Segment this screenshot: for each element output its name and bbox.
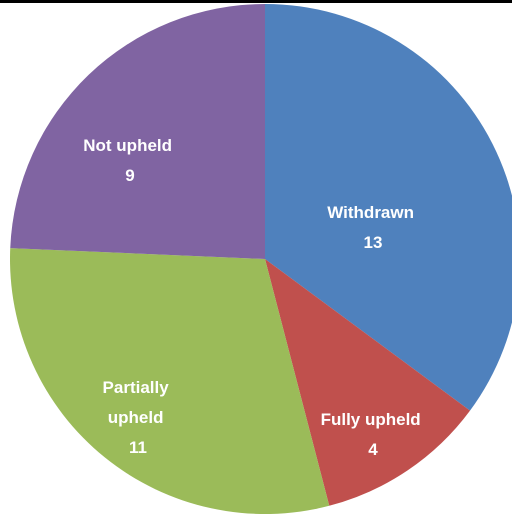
pie-labels: Withdrawn 13 Fully upheld 4 Partially up…: [83, 136, 426, 459]
slice-label-partially-upheld-line-1: Partially: [103, 378, 170, 397]
top-border: [0, 0, 512, 3]
pie-slice-partially-upheld: [10, 248, 330, 514]
slice-value-not-upheld: 9: [125, 166, 134, 185]
slice-label-withdrawn: Withdrawn 13: [327, 203, 418, 252]
slice-label-fully-upheld: Fully upheld 4: [321, 410, 426, 459]
slice-label-withdrawn-line-1: Withdrawn: [327, 203, 414, 222]
slice-label-not-upheld-line-1: Not upheld: [83, 136, 172, 155]
pie-slice-fully-upheld: [265, 259, 471, 506]
slice-label-fully-upheld-line-1: Fully upheld: [321, 410, 421, 429]
slice-label-not-upheld: Not upheld 9: [83, 136, 177, 185]
slice-value-withdrawn: 13: [364, 233, 383, 252]
slice-value-partially-upheld: 11: [129, 438, 147, 457]
pie-slices: [10, 4, 512, 514]
slice-label-partially-upheld: Partially upheld 11: [103, 378, 174, 457]
pie-slice-withdrawn: [265, 4, 512, 411]
pie-slice-not-upheld: [10, 4, 266, 259]
slice-value-fully-upheld: 4: [368, 440, 378, 459]
slice-label-partially-upheld-line-2: upheld: [108, 408, 164, 427]
